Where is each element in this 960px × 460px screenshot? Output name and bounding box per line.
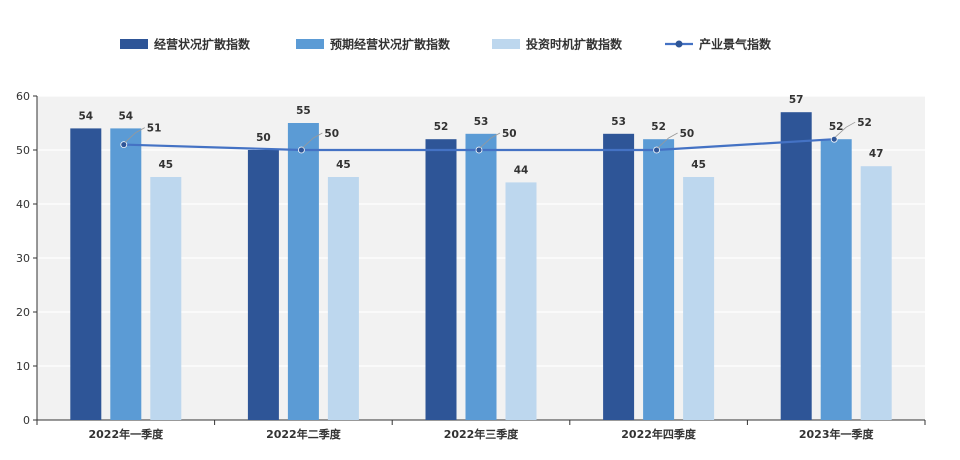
line-data-label: 50 xyxy=(502,128,517,140)
legend-label: 预期经营状况扩散指数 xyxy=(330,37,451,52)
bar-data-label: 44 xyxy=(514,164,529,176)
y-tick-label: 30 xyxy=(16,252,30,265)
bar-data-label: 54 xyxy=(118,110,133,122)
bar xyxy=(780,112,812,420)
legend-swatch xyxy=(120,39,148,49)
bar xyxy=(465,133,497,421)
callout-leader xyxy=(834,121,856,138)
bar-data-label: 47 xyxy=(869,148,884,160)
callout-leader xyxy=(479,132,501,149)
bar xyxy=(70,128,102,420)
bar xyxy=(425,139,457,420)
y-tick-label: 20 xyxy=(16,306,30,319)
y-tick-label: 10 xyxy=(16,360,30,373)
bar xyxy=(860,166,892,420)
bar-data-label: 52 xyxy=(829,121,844,133)
legend-swatch xyxy=(296,39,324,49)
bar xyxy=(150,177,182,420)
y-tick-label: 40 xyxy=(16,198,30,211)
bar xyxy=(110,128,142,420)
bar-data-label: 55 xyxy=(296,105,311,117)
bar-data-label: 57 xyxy=(789,94,804,106)
callout-leader xyxy=(302,132,323,149)
bar-data-label: 53 xyxy=(474,116,489,128)
x-category-label: 2022年三季度 xyxy=(444,427,520,441)
line-data-label: 50 xyxy=(324,128,339,140)
bar-data-label: 52 xyxy=(434,121,449,133)
bar xyxy=(603,133,635,421)
line-data-label: 50 xyxy=(680,128,695,140)
bar-data-label: 50 xyxy=(256,132,271,144)
legend-label: 投资时机扩散指数 xyxy=(526,37,623,52)
line-data-label: 51 xyxy=(147,123,162,135)
line-point xyxy=(475,146,483,154)
callout-leader xyxy=(657,132,678,149)
bar-data-label: 54 xyxy=(78,110,93,122)
bar-data-label: 45 xyxy=(158,159,173,171)
bar-data-label: 53 xyxy=(611,116,626,128)
callout-leader xyxy=(124,127,145,143)
bar-data-label: 45 xyxy=(691,159,706,171)
bar-data-label: 45 xyxy=(336,159,351,171)
line-point xyxy=(653,146,660,154)
legend-line-marker xyxy=(675,40,683,48)
x-category-label: 2022年二季度 xyxy=(266,427,342,441)
x-category-label: 2022年四季度 xyxy=(621,427,697,441)
line-data-label: 52 xyxy=(857,117,872,129)
bar xyxy=(820,139,852,420)
y-tick-label: 50 xyxy=(16,144,30,157)
bar xyxy=(643,139,675,420)
y-tick-label: 60 xyxy=(16,90,30,103)
bar xyxy=(247,150,279,420)
bar-data-label: 52 xyxy=(651,121,666,133)
bar xyxy=(505,182,537,420)
bar xyxy=(287,123,319,420)
legend-label: 产业景气指数 xyxy=(699,37,772,52)
x-category-label: 2022年一季度 xyxy=(88,427,164,441)
line-point xyxy=(830,135,838,143)
x-category-label: 2023年一季度 xyxy=(799,427,875,441)
line-point xyxy=(120,141,128,149)
line-point xyxy=(297,146,305,154)
bar xyxy=(683,177,715,420)
bar xyxy=(327,177,359,420)
legend-label: 经营状况扩散指数 xyxy=(154,37,251,52)
y-tick-label: 0 xyxy=(23,414,30,427)
legend-swatch xyxy=(492,39,520,49)
